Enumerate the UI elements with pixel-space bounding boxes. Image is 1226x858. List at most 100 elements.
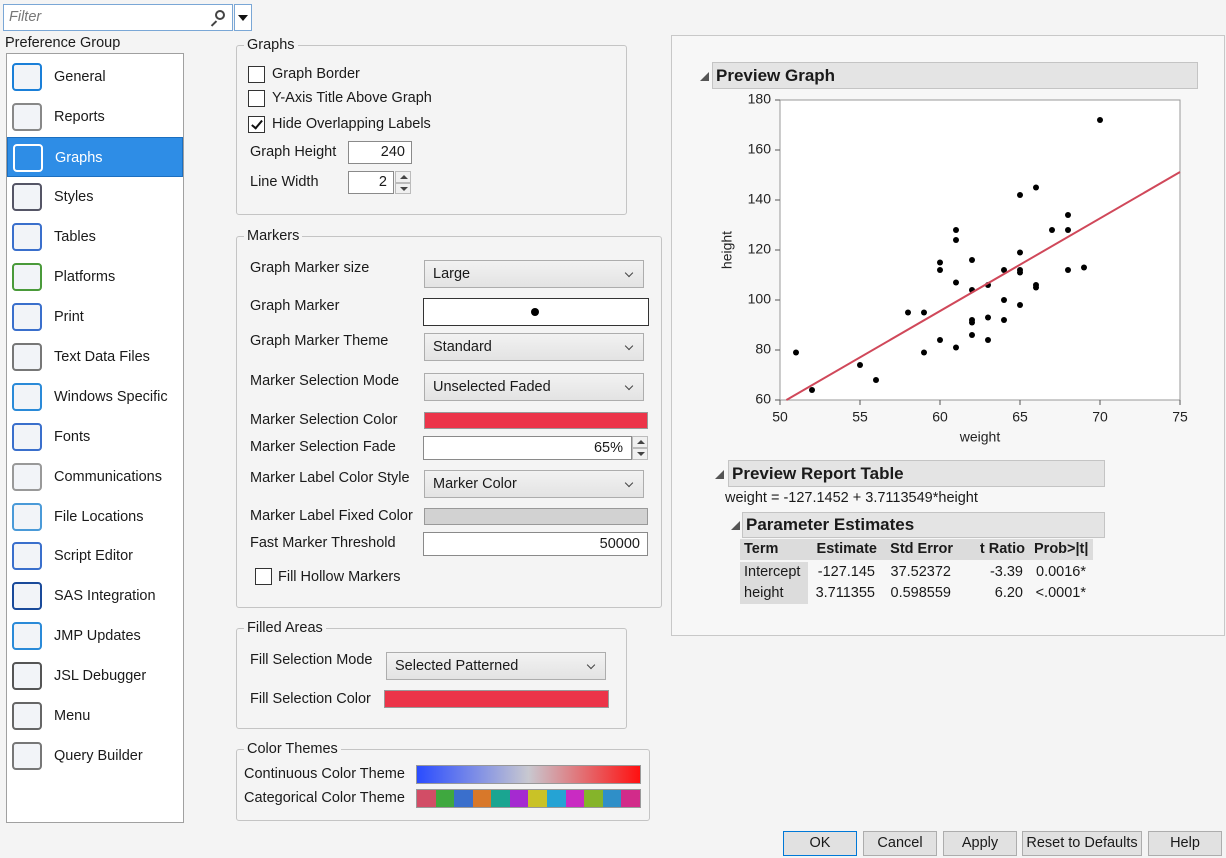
preference-item[interactable]: JSL Debugger [7, 656, 183, 696]
dropdown[interactable]: Marker Color [424, 470, 644, 498]
spin-down[interactable] [632, 448, 648, 460]
outline-header: Preview Graph [712, 62, 1198, 89]
table-cell: -3.39 [958, 562, 1030, 583]
dropdown[interactable]: Standard [424, 333, 644, 361]
table-cell: height [740, 583, 808, 604]
spin-up[interactable] [632, 436, 648, 448]
button[interactable]: OK [783, 831, 857, 856]
filter-menu-button[interactable] [234, 4, 252, 31]
filter-input[interactable]: Filter [3, 4, 233, 31]
label: Marker Selection Mode [250, 373, 400, 389]
theme-swatch [602, 790, 622, 807]
preference-item[interactable]: Tables [7, 217, 183, 257]
cell-value: 37.52372 [890, 564, 951, 580]
label: Fill Selection Color [250, 691, 371, 707]
preference-item[interactable]: Styles [7, 177, 183, 217]
item-icon [12, 662, 42, 690]
preference-item[interactable]: JMP Updates [7, 616, 183, 656]
continuous-theme[interactable] [416, 765, 641, 784]
preference-item[interactable]: Communications [7, 457, 183, 497]
item-label: Reports [54, 109, 105, 125]
button[interactable]: Cancel [863, 831, 937, 856]
label: Marker Selection Fade [250, 439, 396, 455]
label: Fill Selection Mode [250, 652, 373, 668]
item-icon [12, 183, 42, 211]
item-label: Fonts [54, 429, 91, 445]
item-icon [12, 542, 42, 570]
checkbox[interactable] [248, 90, 265, 107]
preference-item[interactable]: Platforms [7, 257, 183, 297]
color-swatch[interactable] [384, 690, 609, 708]
item-icon [12, 742, 42, 770]
input-value: 240 [380, 144, 405, 160]
preference-item[interactable]: Reports [7, 97, 183, 137]
label: Y-Axis Title Above Graph [272, 90, 432, 106]
dropdown-value: Unselected Faded [433, 379, 551, 395]
label: Continuous Color Theme [244, 766, 405, 782]
label: Color Themes [244, 739, 341, 759]
group-box [236, 749, 650, 821]
button[interactable]: Help [1148, 831, 1222, 856]
text-input[interactable]: 50000 [423, 532, 648, 556]
item-icon [12, 702, 42, 730]
color-swatch[interactable] [424, 412, 648, 429]
theme-swatch [454, 790, 473, 807]
column-title: Estimate [816, 541, 877, 557]
color-swatch[interactable] [424, 508, 648, 525]
table-cell: <.0001* [1030, 583, 1093, 604]
label: Markers [244, 226, 303, 246]
preference-item[interactable]: Query Builder [7, 736, 183, 776]
checkbox[interactable] [255, 568, 272, 585]
item-label: Query Builder [54, 748, 143, 764]
header-title: Preview Report Table [732, 464, 904, 483]
checkbox[interactable] [248, 116, 265, 133]
dropdown[interactable]: Unselected Faded [424, 373, 644, 401]
cell-value: -3.39 [989, 564, 1023, 580]
button[interactable]: Reset to Defaults [1022, 831, 1142, 856]
preference-item[interactable]: SAS Integration [7, 576, 183, 616]
button-label: OK [809, 835, 831, 851]
item-label: SAS Integration [54, 588, 156, 604]
label: Fast Marker Threshold [250, 535, 396, 551]
item-icon [12, 423, 42, 451]
categorical-theme[interactable] [416, 789, 641, 808]
dropdown[interactable]: Selected Patterned [386, 652, 606, 680]
number-input[interactable]: 240 [348, 141, 412, 164]
marker-preview[interactable] [423, 298, 649, 326]
preference-item[interactable]: General [7, 57, 183, 97]
preference-item[interactable]: Graphs [7, 137, 183, 177]
preference-item[interactable]: Fonts [7, 417, 183, 457]
preference-item[interactable]: Print [7, 297, 183, 337]
item-icon [12, 263, 42, 291]
number-input[interactable]: 2 [348, 171, 394, 194]
item-icon [12, 103, 42, 131]
table-header-cell: Prob>|t| [1030, 539, 1093, 560]
text-input[interactable]: 65% [423, 436, 632, 460]
spin-up[interactable] [395, 171, 411, 183]
chevron [586, 660, 596, 670]
table-cell: 37.52372 [882, 562, 958, 583]
theme-swatch [509, 790, 529, 807]
preference-item[interactable]: Text Data Files [7, 337, 183, 377]
preference-item[interactable]: File Locations [7, 497, 183, 537]
checkbox[interactable] [248, 66, 265, 83]
label: Graph Marker Theme [250, 333, 389, 349]
label: Graph Marker size [250, 260, 370, 276]
dropdown[interactable]: Large [424, 260, 644, 288]
spin-down[interactable] [395, 182, 411, 194]
label: Line Width [250, 174, 319, 190]
item-label: Platforms [54, 269, 116, 285]
column-title: Prob>|t| [1034, 541, 1089, 557]
button[interactable]: Apply [943, 831, 1017, 856]
table-header-cell: Term [740, 539, 808, 560]
preference-item[interactable]: Windows Specific [7, 377, 183, 417]
label: Preference Group [5, 35, 121, 51]
preference-item[interactable]: Menu [7, 696, 183, 736]
table-cell: 6.20 [958, 583, 1030, 604]
cell-value: 3.711355 [815, 585, 875, 601]
chevron [624, 268, 634, 278]
label: Categorical Color Theme [244, 790, 405, 806]
preference-item[interactable]: Script Editor [7, 536, 183, 576]
item-label: Tables [54, 229, 96, 245]
